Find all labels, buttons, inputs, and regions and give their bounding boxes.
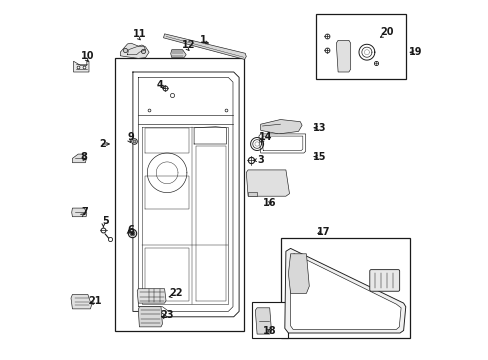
Text: 19: 19 [408, 47, 421, 57]
Polygon shape [247, 192, 257, 196]
Text: 20: 20 [379, 27, 393, 37]
Text: 13: 13 [313, 123, 326, 133]
Bar [251, 302, 287, 338]
Bar [280, 238, 409, 338]
Text: 21: 21 [88, 296, 102, 306]
Polygon shape [72, 208, 87, 217]
Text: 5: 5 [102, 216, 109, 226]
Polygon shape [120, 43, 149, 58]
Polygon shape [290, 254, 400, 329]
Text: 4: 4 [156, 80, 163, 90]
Polygon shape [73, 61, 89, 72]
Polygon shape [246, 170, 289, 196]
FancyBboxPatch shape [369, 270, 399, 291]
Text: 22: 22 [169, 288, 183, 298]
Text: 11: 11 [133, 29, 146, 39]
Polygon shape [258, 134, 305, 153]
Text: 16: 16 [263, 198, 276, 208]
Text: 2: 2 [99, 139, 105, 149]
Polygon shape [284, 248, 405, 333]
Polygon shape [137, 289, 166, 303]
Text: 15: 15 [313, 152, 326, 162]
Text: 14: 14 [259, 132, 272, 142]
Bar [115, 58, 244, 331]
Polygon shape [255, 308, 271, 334]
Text: 9: 9 [127, 132, 134, 142]
Text: 10: 10 [81, 51, 95, 61]
Polygon shape [71, 294, 91, 309]
Polygon shape [138, 307, 162, 327]
Text: 1: 1 [199, 35, 206, 45]
Text: 8: 8 [81, 152, 87, 162]
Text: 17: 17 [316, 227, 330, 237]
Polygon shape [170, 50, 186, 58]
Polygon shape [336, 40, 350, 72]
Polygon shape [72, 154, 86, 163]
Text: 7: 7 [81, 207, 87, 217]
Text: 23: 23 [160, 310, 174, 320]
Polygon shape [163, 34, 246, 59]
Text: 18: 18 [263, 326, 276, 336]
Text: 12: 12 [182, 40, 195, 50]
Polygon shape [260, 120, 302, 134]
Text: 6: 6 [127, 225, 134, 235]
Bar [316, 14, 406, 79]
Polygon shape [288, 254, 309, 293]
Text: 3: 3 [257, 155, 264, 165]
